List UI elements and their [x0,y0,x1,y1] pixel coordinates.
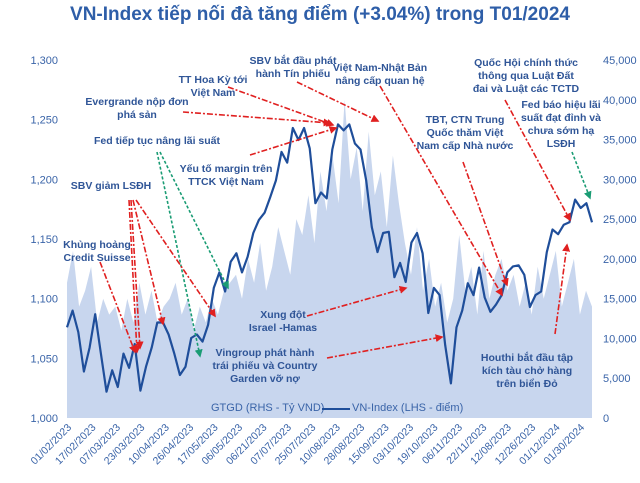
annotation-line: SBV bắt đầu phát [249,55,337,67]
left-tick-label: 1,200 [30,174,58,186]
right-tick-label: 10,000 [603,333,637,345]
annotation-line: Vingroup phát hành [215,347,315,359]
annotation-line: SBV giảm LSĐH [70,180,152,192]
annotation-line: trái phiếu và Country [212,360,318,372]
annotation-9: Vingroup phát hành trái phiếu và Country G… [212,347,317,386]
annotation-arrow [504,99,571,222]
annotation-line: phá sản [117,109,157,121]
annotation-line: Quốc Hội chính thức [474,57,578,69]
left-tick-label: 1,150 [30,234,58,246]
annotation-5: Yếu tố margin trên TTCK Việt Nam [180,163,273,189]
annotation-arrow [462,161,509,287]
annotation-8: Xung đột Israel -Hamas [249,309,317,335]
annotation-line: hành Tín phiếu [255,68,331,80]
annotation-line: TT Hoa Kỳ tới [178,74,248,86]
right-tick-label: 5,000 [603,373,631,385]
annotation-line: Nam cấp Nhà nước [416,140,514,152]
left-tick-label: 1,300 [30,55,58,67]
annotation-4: Fed tiếp tục nâng lãi suất [94,135,220,148]
right-tick-label: 15,000 [603,294,637,306]
annotation-line: suất đạt đỉnh và [521,112,601,124]
annotation-line: Credit Suisse [63,252,131,264]
annotation-arrow [306,285,408,317]
annotation-line: Quốc thăm Việt [426,127,504,139]
annotation-line: Fed tiếp tục nâng lãi suất [93,135,221,147]
right-tick-label: 45,000 [603,55,637,67]
left-tick-label: 1,050 [30,353,58,365]
annotation-11: TBT, CTN Trung Quốc thăm Việt Nam cấp Nhà … [417,114,514,153]
gtgd-area [67,99,592,419]
annotation-line: nâng cấp quan hệ [335,75,425,87]
annotation-arrow [227,86,335,127]
annotation-line: Garden vỡ nợ [230,373,300,385]
annotation-arrow [249,126,338,156]
annotation-arrow [182,111,332,127]
annotation-line: LSĐH [546,138,576,150]
annotation-line: chưa sớm hạ [527,125,595,137]
annotation-arrow [132,199,166,326]
annotation-12: Quốc Hội chính thức thông qua Luật Đất đai… [473,57,579,96]
annotation-13: Fed báo hiệu lãi suất đạt đỉnh và chưa sớm… [521,99,601,151]
annotation-1: SBV bắt đầu phát hành Tín phiếu [250,55,337,81]
left-tick-label: 1,100 [30,294,58,306]
annotation-6: SBV giảm LSĐH [71,180,152,193]
annotation-line: Israel -Hamas [248,322,318,334]
annotation-3: Evergrande nộp đơn phá sản [85,96,188,122]
left-tick-label: 1,000 [30,413,58,425]
annotation-line: đai và Luật các TCTD [472,83,580,95]
chart-title: VN-Index tiếp nối đà tăng điểm (+3.04%) … [70,4,570,25]
annotation-line: Việt Nam [190,87,236,99]
annotation-line: kích tàu chở hàng [481,365,573,377]
annotation-14: Houthi bắt đầu tập kích tàu chở hàng trên … [481,352,573,391]
annotation-line: TBT, CTN Trung [425,114,505,126]
right-tick-label: 0 [603,413,609,425]
annotation-10: Việt Nam-Nhật Bản nâng cấp quan hệ [333,62,427,88]
annotation-line: Xung đột [260,309,306,321]
annotation-2: TT Hoa Kỳ tới Việt Nam [179,74,248,100]
annotation-arrow [571,151,592,200]
annotation-7: Khủng hoảng Credit Suisse [63,239,131,265]
right-tick-label: 40,000 [603,95,637,107]
annotation-line: Fed báo hiệu lãi [521,99,601,111]
annotation-line: Yếu tố margin trên [179,163,273,175]
annotation-line: Việt Nam-Nhật Bản [332,62,428,74]
right-tick-label: 20,000 [603,254,637,266]
annotation-arrow [379,85,503,297]
left-tick-label: 1,250 [30,115,58,127]
annotation-arrow [135,199,216,318]
annotation-line: Houthi bắt đầu tập [480,352,574,364]
annotation-arrow [326,334,444,359]
annotation-line: TTCK Việt Nam [188,176,264,188]
annotation-line: Evergrande nộp đơn [85,96,189,108]
annotation-line: thông qua Luật Đất [478,70,574,82]
annotation-arrow [99,261,137,354]
annotation-arrow [296,81,380,122]
legend-gtgd: GTGD (RHS - Tỷ VND) [211,402,325,414]
annotation-line: Khủng hoảng [63,239,131,251]
annotation-arrow [130,199,144,350]
annotation-arrow [554,243,571,335]
annotation-arrow [159,151,229,290]
right-tick-label: 25,000 [603,214,637,226]
annotation-arrow [128,199,141,354]
right-tick-label: 30,000 [603,174,637,186]
right-tick-label: 35,000 [603,135,637,147]
annotation-line: trên biển Đỏ [496,378,558,390]
legend-vnindex: VN-Index (LHS - điểm) [352,402,464,414]
legend-vnindex-swatch [322,408,350,410]
